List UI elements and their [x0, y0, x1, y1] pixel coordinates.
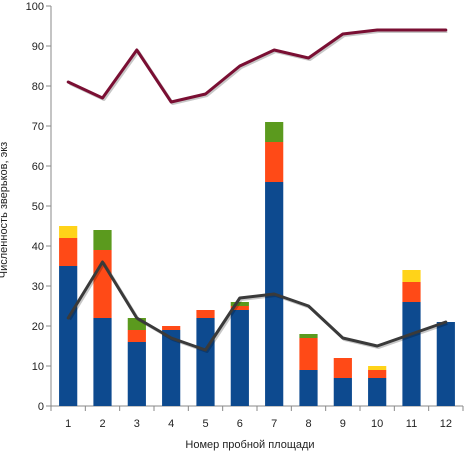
x-tick-label: 2	[99, 418, 105, 430]
bar-segment	[59, 238, 78, 266]
bar-segment	[299, 370, 318, 406]
x-tick-label: 9	[340, 418, 346, 430]
bar-segment	[127, 342, 146, 406]
y-tick-label: 70	[32, 121, 44, 133]
bar-segment	[265, 122, 284, 142]
y-tick-label: 30	[32, 281, 44, 293]
x-tick-label: 4	[168, 418, 174, 430]
x-tick-label: 12	[440, 418, 452, 430]
line-series	[66, 260, 448, 352]
bar-segment	[436, 322, 455, 406]
x-tick-label: 10	[371, 418, 383, 430]
bar-segment	[299, 334, 318, 338]
bar-segment	[196, 310, 215, 318]
x-tick-label: 1	[65, 418, 71, 430]
bar-segment	[196, 318, 215, 406]
y-tick-label: 40	[32, 241, 44, 253]
line-series-shadow	[68, 262, 448, 353]
bar-segment	[402, 282, 421, 302]
y-tick-label: 50	[32, 201, 44, 213]
bar-segment	[93, 318, 112, 406]
bar-segment	[333, 378, 352, 406]
bar-segment	[59, 226, 78, 238]
x-tick-label: 8	[305, 418, 311, 430]
x-tick-label: 6	[237, 418, 243, 430]
axes	[46, 5, 464, 411]
line-series-shadow	[69, 30, 448, 105]
y-tick-label: 80	[32, 81, 44, 93]
x-axis-title: Номер пробной площади	[185, 439, 314, 451]
bar-segment	[93, 250, 112, 318]
bar-segment	[127, 330, 146, 342]
line-series	[66, 28, 448, 104]
bar-segment	[93, 230, 112, 250]
bar-segment	[368, 366, 387, 370]
bar-segment	[299, 338, 318, 370]
x-tick-label: 5	[202, 418, 208, 430]
y-tick-label: 90	[32, 41, 44, 53]
bar-segment	[368, 378, 387, 406]
bar-segment	[162, 326, 181, 330]
y-tick-label: 60	[32, 161, 44, 173]
bar-segment	[59, 266, 78, 406]
bar-segment	[402, 302, 421, 406]
x-tick-label: 7	[271, 418, 277, 430]
bar-segment	[230, 310, 249, 406]
lines	[66, 28, 448, 353]
y-tick-label: 10	[32, 361, 44, 373]
bar-segment	[230, 302, 249, 306]
y-tick-label: 0	[38, 401, 44, 413]
bar-segment	[265, 142, 284, 182]
bar-segment	[368, 370, 387, 378]
bars	[59, 122, 455, 406]
bar-segment	[402, 270, 421, 282]
bar-segment	[333, 358, 352, 378]
bar-segment	[230, 306, 249, 310]
x-tick-label: 11	[406, 418, 417, 430]
y-tick-label: 100	[26, 1, 44, 13]
x-tick-label: 3	[134, 418, 140, 430]
bar-segment	[162, 330, 181, 406]
y-tick-label: 20	[32, 321, 44, 333]
y-axis-title: Численность зверьков, экз	[0, 142, 10, 278]
